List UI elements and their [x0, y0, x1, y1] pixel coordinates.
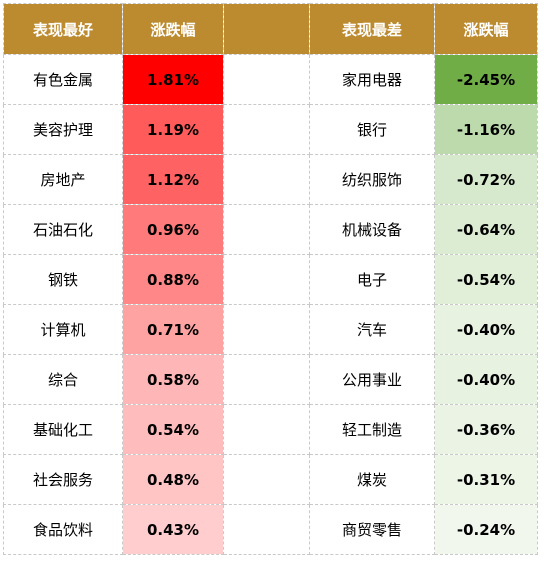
table-row: 钢铁 0.88% 电子 -0.54% [3, 254, 538, 305]
table-row: 基础化工 0.54% 轻工制造 -0.36% [3, 404, 538, 455]
best-sector-header: 表现最好 [3, 3, 123, 55]
worst-change-value: -0.40% [434, 304, 538, 355]
spacer-cell [223, 454, 310, 505]
best-change-value: 1.12% [122, 154, 224, 205]
worst-change-value: -2.45% [434, 54, 538, 105]
spacer-cell [223, 354, 310, 405]
best-sector-name: 有色金属 [3, 54, 123, 105]
spacer-cell [223, 254, 310, 305]
spacer-cell [223, 404, 310, 455]
spacer-cell [223, 204, 310, 255]
best-sector-name: 石油石化 [3, 204, 123, 255]
worst-change-value: -0.40% [434, 354, 538, 405]
worst-sector-name: 银行 [309, 104, 435, 155]
best-sector-name: 食品饮料 [3, 504, 123, 555]
worst-change-value: -0.24% [434, 504, 538, 555]
spacer-cell [223, 504, 310, 555]
worst-change-header: 涨跌幅 [434, 3, 538, 55]
table-row: 房地产 1.12% 纺织服饰 -0.72% [3, 154, 538, 205]
worst-change-value: -0.36% [434, 404, 538, 455]
best-change-value: 0.71% [122, 304, 224, 355]
worst-sector-name: 机械设备 [309, 204, 435, 255]
table-row: 有色金属 1.81% 家用电器 -2.45% [3, 54, 538, 105]
best-sector-name: 综合 [3, 354, 123, 405]
best-change-header: 涨跌幅 [122, 3, 224, 55]
best-change-value: 0.88% [122, 254, 224, 305]
best-change-value: 0.58% [122, 354, 224, 405]
worst-sector-name: 电子 [309, 254, 435, 305]
best-sector-name: 基础化工 [3, 404, 123, 455]
worst-sector-name: 轻工制造 [309, 404, 435, 455]
table-row: 美容护理 1.19% 银行 -1.16% [3, 104, 538, 155]
table-row: 计算机 0.71% 汽车 -0.40% [3, 304, 538, 355]
worst-change-value: -0.72% [434, 154, 538, 205]
worst-change-value: -0.64% [434, 204, 538, 255]
best-change-value: 0.43% [122, 504, 224, 555]
worst-sector-name: 商贸零售 [309, 504, 435, 555]
table-row: 石油石化 0.96% 机械设备 -0.64% [3, 204, 538, 255]
spacer-cell [223, 154, 310, 205]
sector-performance-table: 表现最好 涨跌幅 表现最差 涨跌幅 有色金属 1.81% 家用电器 -2.45% 美容护… [3, 3, 538, 555]
worst-change-value: -1.16% [434, 104, 538, 155]
worst-change-value: -0.31% [434, 454, 538, 505]
worst-sector-name: 煤炭 [309, 454, 435, 505]
header-row: 表现最好 涨跌幅 表现最差 涨跌幅 [3, 3, 538, 55]
best-change-value: 1.19% [122, 104, 224, 155]
best-change-value: 0.96% [122, 204, 224, 255]
best-sector-name: 计算机 [3, 304, 123, 355]
worst-change-value: -0.54% [434, 254, 538, 305]
best-sector-name: 房地产 [3, 154, 123, 205]
table-row: 社会服务 0.48% 煤炭 -0.31% [3, 454, 538, 505]
worst-sector-name: 家用电器 [309, 54, 435, 105]
worst-sector-name: 纺织服饰 [309, 154, 435, 205]
best-sector-name: 社会服务 [3, 454, 123, 505]
worst-sector-header: 表现最差 [309, 3, 435, 55]
spacer-cell [223, 54, 310, 105]
best-change-value: 0.48% [122, 454, 224, 505]
best-change-value: 1.81% [122, 54, 224, 105]
best-sector-name: 美容护理 [3, 104, 123, 155]
table-row: 食品饮料 0.43% 商贸零售 -0.24% [3, 504, 538, 555]
spacer-cell [223, 304, 310, 355]
worst-sector-name: 公用事业 [309, 354, 435, 405]
best-sector-name: 钢铁 [3, 254, 123, 305]
header-spacer [223, 3, 310, 55]
table-row: 综合 0.58% 公用事业 -0.40% [3, 354, 538, 405]
spacer-cell [223, 104, 310, 155]
worst-sector-name: 汽车 [309, 304, 435, 355]
best-change-value: 0.54% [122, 404, 224, 455]
